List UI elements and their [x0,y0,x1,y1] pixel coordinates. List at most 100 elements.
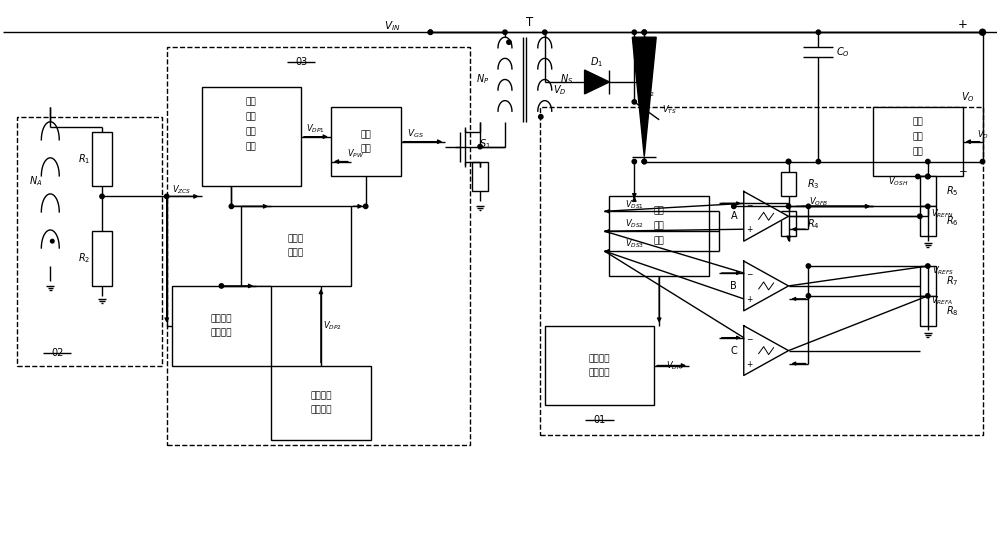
Text: $V_{OFB}$: $V_{OFB}$ [809,195,828,207]
Text: $V_{DS1}$: $V_{DS1}$ [625,198,644,211]
Text: $V_{DS2}$: $V_{DS2}$ [625,218,644,230]
Text: $-$: $-$ [746,333,754,342]
Circle shape [926,204,930,209]
Text: 电路: 电路 [654,236,665,246]
Text: 驱动: 驱动 [360,130,371,139]
Text: $V_{REFS}$: $V_{REFS}$ [932,265,954,277]
Circle shape [786,204,791,209]
Bar [920,176,936,206]
Bar [920,296,936,326]
Text: 检测电路: 检测电路 [211,328,232,337]
Text: $R_6$: $R_6$ [946,215,959,228]
Circle shape [926,264,930,268]
Bar [202,87,301,186]
Circle shape [503,30,507,34]
Text: $+$: $+$ [746,359,754,369]
Circle shape [632,30,637,34]
Text: $+$: $+$ [746,294,754,304]
Text: $V_{GS}$: $V_{GS}$ [407,127,424,140]
Circle shape [642,159,646,164]
Circle shape [916,174,920,179]
Circle shape [980,159,985,164]
Text: T: T [526,16,533,29]
Text: 原边模式: 原边模式 [211,314,232,323]
Text: $V_{REFA}$: $V_{REFA}$ [931,295,954,307]
Circle shape [926,294,930,298]
Circle shape [816,30,821,34]
Text: +: + [958,18,968,31]
Text: 01: 01 [593,416,606,425]
Text: 控制电路: 控制电路 [310,405,332,414]
Text: $N_S$: $N_S$ [560,73,573,86]
Circle shape [980,30,985,34]
Text: $-$: $-$ [746,269,754,277]
Circle shape [642,30,646,34]
Text: $V_{IN}$: $V_{IN}$ [384,19,401,33]
Text: $S_1$: $S_1$ [479,136,491,151]
Text: $V_D$: $V_D$ [977,128,989,141]
Text: 检测: 检测 [246,112,257,121]
Circle shape [732,204,736,209]
Text: $D_1$: $D_1$ [590,55,603,69]
Bar [781,211,796,236]
Bar [920,266,936,296]
Text: $R_5$: $R_5$ [946,185,959,198]
Text: $V_{PW}$: $V_{PW}$ [347,147,364,160]
Text: $C_O$: $C_O$ [836,45,850,59]
Circle shape [50,239,54,243]
Circle shape [100,194,104,199]
Circle shape [428,30,433,34]
Bar [172,286,271,365]
Polygon shape [744,192,789,241]
Polygon shape [744,326,789,376]
Bar [331,107,401,176]
Text: 唤醒: 唤醒 [654,207,665,216]
Text: $V_{DM}$: $V_{DM}$ [666,359,683,372]
Text: 脉冲: 脉冲 [246,97,257,106]
Bar [540,107,983,435]
Polygon shape [744,261,789,311]
Circle shape [806,264,811,268]
Bar [873,107,963,176]
Text: 副边模式: 副边模式 [589,354,610,363]
Text: C: C [730,346,737,355]
Circle shape [806,204,811,209]
Text: $N_P$: $N_P$ [476,73,490,86]
Circle shape [786,159,791,164]
Circle shape [642,30,646,34]
Circle shape [543,30,547,34]
Text: $R_2$: $R_2$ [78,252,90,265]
Bar [92,231,112,286]
Circle shape [786,159,791,164]
Text: 解码: 解码 [246,127,257,136]
Circle shape [926,159,930,164]
Bar [545,326,654,405]
Text: $R_3$: $R_3$ [807,177,820,191]
Text: 率电路: 率电路 [288,248,304,258]
Text: $V_{DS3}$: $V_{DS3}$ [625,238,644,251]
Polygon shape [632,37,656,157]
Circle shape [918,214,922,218]
Text: $R_7$: $R_7$ [946,274,959,288]
Text: $R_1$: $R_1$ [78,152,90,166]
Text: B: B [730,281,737,291]
Circle shape [980,30,985,34]
Text: 检测电路: 检测电路 [589,368,610,377]
Circle shape [632,159,637,164]
Circle shape [229,204,234,209]
Bar [472,162,488,192]
Text: 采样: 采样 [912,117,923,126]
Text: 电路: 电路 [912,147,923,156]
Text: $V_{TS}$: $V_{TS}$ [662,104,677,116]
Circle shape [816,159,821,164]
Circle shape [165,194,169,199]
Circle shape [806,294,811,298]
Text: $-$: $-$ [958,164,967,175]
Circle shape [219,284,224,288]
Circle shape [539,115,543,119]
Text: 电路: 电路 [360,144,371,153]
Text: $S_2$: $S_2$ [644,87,655,99]
Circle shape [428,30,433,34]
Text: $V_{ZCS}$: $V_{ZCS}$ [172,183,191,195]
Text: A: A [730,211,737,221]
